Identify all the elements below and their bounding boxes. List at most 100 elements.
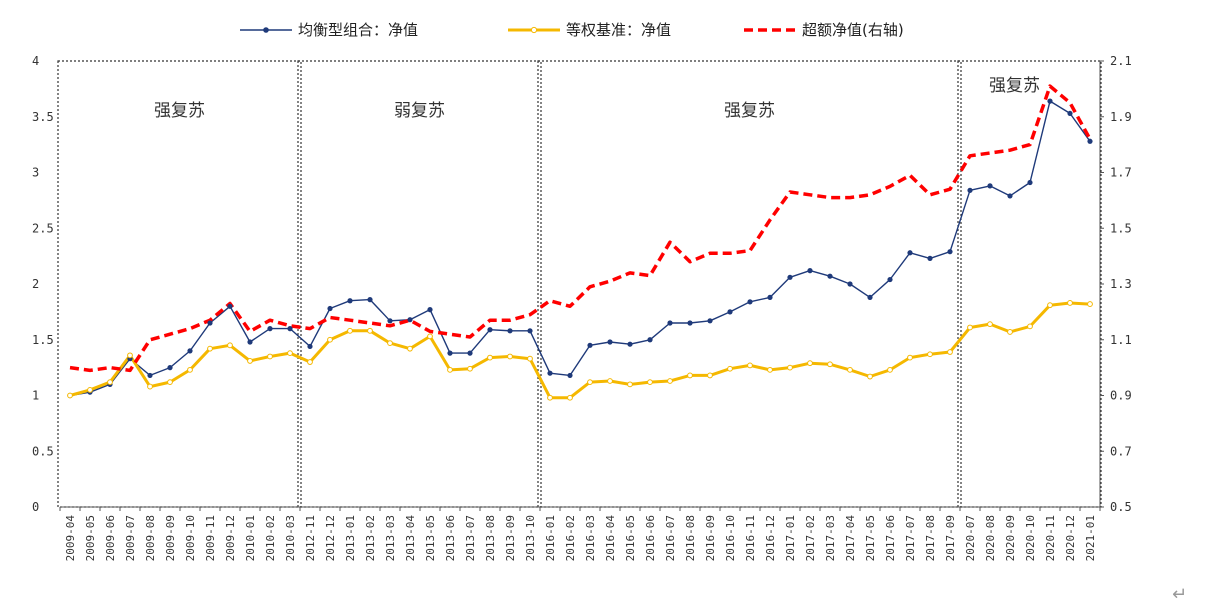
x-tick-label: 2009-06 [104,515,117,561]
y-right-tick-label: 0.9 [1110,389,1132,403]
series-point-2 [847,366,853,373]
x-tick-label: 2013-02 [364,515,377,561]
phase-label: 强复苏 [724,101,775,121]
series-point-1 [267,326,273,332]
x-tick-label: 2017-01 [784,515,797,561]
series-point-1 [947,249,953,255]
series-point-1 [587,342,593,348]
x-tick-label: 2009-08 [144,515,157,561]
x-tick-label: 2013-10 [524,515,537,561]
series-point-2 [187,366,193,373]
y-right-tick-label: 1.5 [1110,221,1132,235]
series-point-1 [987,183,993,189]
series-point-1 [827,273,833,279]
series-point-2 [887,366,893,373]
x-tick-label: 2016-01 [544,515,557,561]
series-line-2 [69,301,1091,400]
x-tick-label: 2016-10 [724,515,737,561]
x-tick-label: 2013-01 [344,515,357,561]
return-mark: ↵ [1172,584,1188,605]
y-left-tick-label: 2.5 [32,221,54,235]
phase-label: 强复苏 [154,101,205,121]
series-point-1 [367,297,373,303]
x-axis-ticks: 2009-04 2009-05 2009-06 2009-07 2009-08 2009-… [59,507,1101,562]
series-point-1 [687,320,693,326]
series-point-2 [427,333,433,340]
x-tick-label: 2009-10 [184,515,197,561]
x-tick-label: 2020-07 [964,515,977,561]
x-tick-label: 2009-09 [164,515,177,561]
series-point-2 [87,387,93,393]
series-point-2 [467,365,473,372]
series-point-1 [767,294,773,300]
series-point-1 [1007,193,1013,199]
series-point-1 [427,307,433,313]
series-point-1 [1027,179,1033,186]
x-tick-label: 2017-07 [904,515,917,561]
x-tick-label: 2009-12 [224,515,237,561]
x-tick-label: 2013-09 [504,515,517,561]
y-left-tick-label: 4 [32,54,39,68]
y-left-tick-label: 1.5 [32,333,54,347]
y-left-tick-label: 0.5 [32,444,54,458]
x-tick-label: 2009-11 [204,515,217,561]
y-right-tick-label: 0.7 [1110,444,1132,458]
series-point-1 [567,372,573,379]
x-tick-label: 2020-08 [984,515,997,561]
x-tick-label: 2009-05 [84,515,97,561]
x-tick-label: 2013-08 [484,515,497,561]
series-point-1 [507,328,513,334]
series-point-2 [407,345,413,352]
series-point-1 [927,255,933,261]
x-tick-label: 2013-07 [464,515,477,561]
series-point-2 [1047,302,1053,309]
series-point-1 [867,294,873,300]
series-point-2 [927,351,933,358]
series-point-2 [1027,323,1033,330]
legend-marker-1 [263,27,269,33]
x-tick-label: 2016-05 [624,515,637,561]
legend-label-1: 均衡型组合：净值 [298,21,418,39]
series-point-2 [307,359,313,365]
series-point-2 [1067,300,1073,306]
legend: 均衡型组合：净值 等权基准：净值 超额净值(右轴) [240,21,904,39]
series-point-2 [487,354,493,361]
series-point-2 [787,364,793,371]
series-point-2 [127,352,133,359]
x-tick-label: 2020-09 [1004,515,1017,561]
series-point-1 [227,303,233,309]
x-tick-label: 2017-06 [884,515,897,561]
x-tick-label: 2016-12 [764,515,777,561]
x-tick-label: 2016-03 [584,515,597,561]
x-tick-label: 2017-05 [864,515,877,561]
series-point-2 [687,372,693,379]
axes: 0 0.5 1 1.5 2 2.5 3 3.5 4 0.5 0.7 0.9 1.1 1.3 1.5 1.7 1.… [32,54,1132,514]
series-point-2 [807,360,813,367]
x-tick-label: 2016-11 [744,515,757,561]
series-point-2 [827,361,833,368]
series-point-1 [667,320,673,326]
series-line-3 [69,84,1092,373]
series-point-1 [887,276,893,283]
series-point-2 [727,365,733,372]
y-left-tick-label: 3.5 [32,110,54,124]
x-tick-label: 2017-02 [804,515,817,561]
series-point-2 [507,353,513,360]
phase-box [57,60,302,508]
x-tick-label: 2016-08 [684,515,697,561]
series-point-1 [787,274,793,280]
y-right-tick-label: 1.7 [1110,166,1132,180]
x-tick-label: 2013-03 [384,515,397,561]
series-point-2 [147,383,153,390]
y-left-tick-label: 2 [32,277,39,291]
series-point-1 [747,299,753,305]
y-right-tick-label: 2.1 [1110,54,1132,68]
x-tick-label: 2013-04 [404,515,417,562]
series-point-2 [1007,329,1013,335]
series-point-2 [267,353,273,360]
series-point-2 [587,379,593,386]
y-left-tick-label: 3 [32,166,39,180]
series-point-1 [407,317,413,323]
series-point-1 [347,298,353,304]
